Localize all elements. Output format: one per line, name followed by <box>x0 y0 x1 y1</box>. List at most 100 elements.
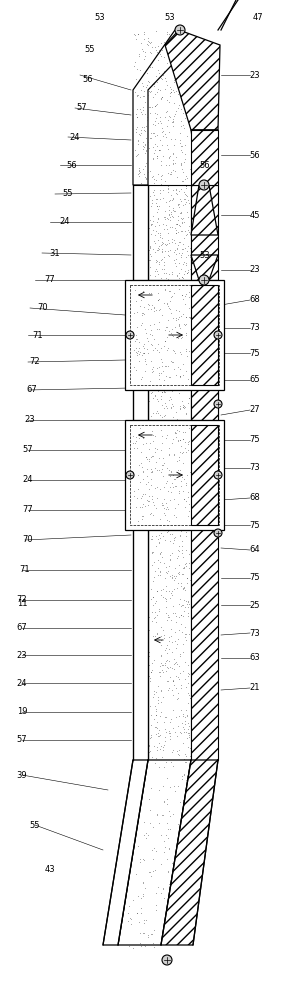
Point <box>171 605 176 621</box>
Point <box>180 706 185 722</box>
Point <box>184 249 189 265</box>
Point <box>182 78 187 94</box>
Point <box>170 191 175 207</box>
Point <box>173 37 178 53</box>
Point <box>128 280 132 296</box>
Text: 55: 55 <box>63 190 73 198</box>
Point <box>162 642 167 658</box>
Point <box>177 234 181 250</box>
Point <box>126 289 130 305</box>
Point <box>146 474 151 490</box>
Point <box>180 270 185 286</box>
Bar <box>191 285 218 385</box>
Point <box>172 74 176 90</box>
Point <box>154 593 158 609</box>
Point <box>167 202 172 218</box>
Point <box>184 309 188 325</box>
Point <box>154 74 159 90</box>
Point <box>152 187 156 203</box>
Text: 73: 73 <box>250 324 260 332</box>
Point <box>141 912 146 928</box>
Point <box>180 715 184 731</box>
Point <box>179 702 183 718</box>
Point <box>135 87 140 103</box>
Text: 69: 69 <box>170 454 180 462</box>
Bar <box>191 425 218 525</box>
Point <box>164 495 168 511</box>
Text: 67: 67 <box>17 624 27 633</box>
Point <box>166 501 170 517</box>
Point <box>142 363 147 379</box>
Point <box>180 469 184 485</box>
Point <box>149 662 154 678</box>
Point <box>137 353 141 369</box>
Bar <box>191 528 218 760</box>
Point <box>181 72 186 88</box>
Point <box>176 708 181 724</box>
Point <box>153 113 158 129</box>
Point <box>178 308 183 324</box>
Point <box>141 305 146 321</box>
Point <box>158 481 162 497</box>
Point <box>161 833 166 849</box>
Point <box>149 301 153 317</box>
Point <box>129 911 133 927</box>
Point <box>132 483 137 499</box>
Point <box>161 622 166 638</box>
Point <box>148 864 153 880</box>
Point <box>183 399 187 415</box>
Point <box>182 793 186 809</box>
Point <box>156 527 161 543</box>
Point <box>162 261 167 277</box>
Point <box>147 74 152 90</box>
Point <box>148 259 152 275</box>
Point <box>166 609 170 625</box>
Point <box>188 767 193 783</box>
Point <box>185 264 190 280</box>
Point <box>160 251 164 267</box>
Point <box>152 388 157 404</box>
Point <box>136 136 141 152</box>
Point <box>164 104 168 120</box>
Point <box>141 43 146 59</box>
Point <box>179 607 183 623</box>
Point <box>126 319 131 335</box>
Point <box>155 84 160 100</box>
Point <box>149 130 154 146</box>
Point <box>142 139 146 155</box>
Point <box>156 302 161 318</box>
Point <box>159 409 164 425</box>
Point <box>150 589 155 605</box>
Point <box>152 652 156 668</box>
Point <box>132 26 137 42</box>
Point <box>164 237 168 253</box>
Point <box>159 587 164 603</box>
Point <box>165 565 169 581</box>
Point <box>184 477 188 493</box>
Point <box>146 134 151 150</box>
Point <box>159 35 163 51</box>
Point <box>175 26 179 42</box>
Point <box>143 321 147 337</box>
Text: 45: 45 <box>250 211 260 220</box>
Point <box>186 739 191 755</box>
Point <box>161 216 166 232</box>
Point <box>179 607 184 623</box>
Point <box>149 664 154 680</box>
Point <box>184 194 189 210</box>
Point <box>178 527 182 543</box>
Point <box>144 130 148 146</box>
Point <box>164 217 168 233</box>
Point <box>176 433 180 449</box>
Point <box>186 718 191 734</box>
Point <box>160 435 164 451</box>
Point <box>182 223 187 239</box>
Point <box>183 629 187 645</box>
Point <box>140 338 145 354</box>
Point <box>181 560 185 576</box>
Point <box>172 677 176 693</box>
Point <box>165 427 170 443</box>
Point <box>181 431 185 447</box>
Point <box>186 218 191 234</box>
Point <box>152 227 157 243</box>
